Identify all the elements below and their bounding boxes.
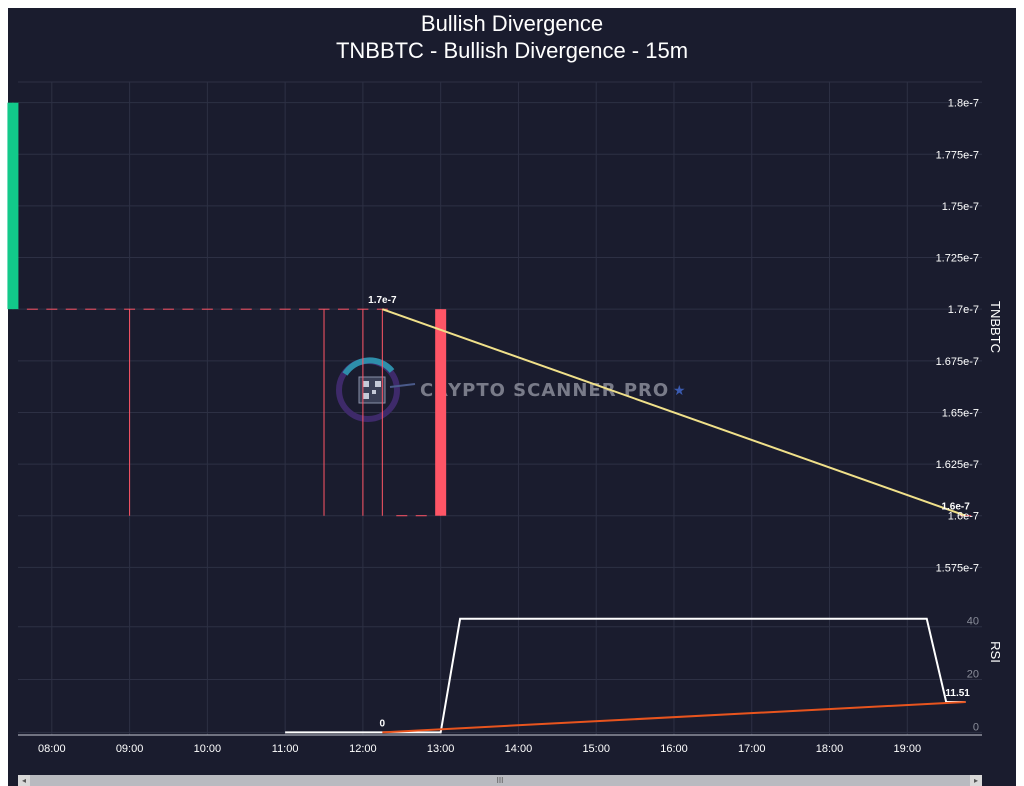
axis-labels: 08:00 09:00 10:00 11:00 12:00 13:00 14:00 15:00… [38, 98, 979, 755]
x-tick-label: 09:00 [116, 743, 144, 755]
price-tick-label: 1.725e-7 [936, 253, 979, 265]
price-axis-title: TNBBTC [988, 301, 1003, 353]
x-tick-label: 10:00 [194, 743, 222, 755]
chart-subtitle: TNBBTC - Bullish Divergence - 15m [335, 38, 689, 63]
x-tick-label: 18:00 [816, 743, 844, 755]
price-tick-label: 1.7e-7 [948, 304, 979, 316]
scroll-right-arrow-icon[interactable]: ▸ [970, 775, 982, 786]
x-tick-label: 11:00 [272, 743, 299, 755]
price-tick-label: 1.75e-7 [942, 201, 979, 213]
price-tick-label: 1.65e-7 [942, 407, 979, 419]
rsi-axis-title: RSI [988, 641, 1003, 663]
chart-title: Bullish Divergence [420, 11, 604, 36]
rsi-tick-label: 0 [973, 721, 979, 733]
x-tick-label: 17:00 [738, 743, 766, 755]
x-tick-label: 14:00 [505, 743, 533, 755]
price-tick-label: 1.6e-7 [948, 511, 979, 523]
chart-background [8, 8, 1016, 786]
price-tick-label: 1.575e-7 [936, 562, 979, 574]
watermark-logo-icon [336, 357, 416, 422]
x-tick-label: 13:00 [427, 743, 455, 755]
rsi-point-label: 11.51 [945, 688, 970, 699]
watermark: CRYPTO SCANNER PRO ★ [336, 357, 686, 422]
x-tick-label: 12:00 [349, 743, 377, 755]
candle-body[interactable] [435, 309, 447, 516]
grid-lines [18, 81, 982, 736]
range-scrollbar[interactable]: ◂ III ▸ [18, 775, 982, 786]
x-tick-label: 08:00 [38, 743, 66, 755]
candle-body[interactable] [7, 102, 19, 310]
x-tick-label: 19:00 [894, 743, 922, 755]
x-tick-label: 16:00 [660, 743, 688, 755]
price-point-label: 1.6e-7 [941, 502, 970, 513]
rsi-point-label: 0 [380, 718, 386, 729]
price-tick-label: 1.675e-7 [936, 356, 979, 368]
x-tick-label: 15:00 [582, 743, 610, 755]
price-divergence-line[interactable] [382, 308, 966, 517]
rsi-tick-label: 40 [967, 616, 979, 628]
watermark-star-icon: ★ [673, 382, 686, 398]
scroll-grip-icon[interactable]: III [496, 776, 504, 785]
price-tick-label: 1.625e-7 [936, 459, 979, 471]
scroll-left-arrow-icon[interactable]: ◂ [18, 775, 30, 786]
rsi-line[interactable] [285, 617, 966, 734]
price-candles [7, 102, 972, 517]
price-point-label: 1.7e-7 [368, 295, 397, 306]
rsi-tick-label: 20 [967, 669, 979, 681]
rsi-divergence-line[interactable] [382, 700, 966, 734]
rsi-series [285, 617, 966, 734]
watermark-text: CRYPTO SCANNER PRO [420, 380, 669, 401]
price-tick-label: 1.8e-7 [948, 98, 979, 110]
price-tick-label: 1.775e-7 [936, 149, 979, 161]
scroll-thumb[interactable]: III [30, 775, 970, 786]
